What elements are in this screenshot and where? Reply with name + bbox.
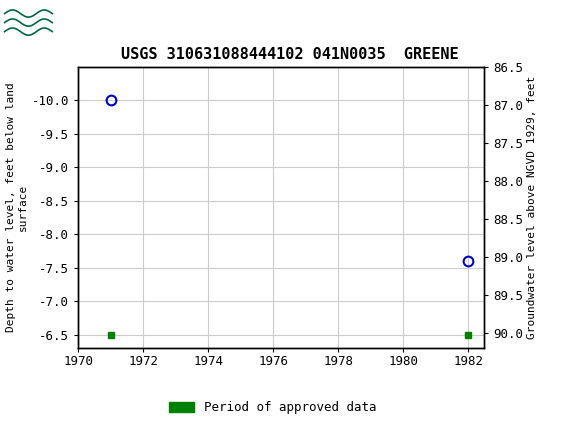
Text: USGS 310631088444102 041N0035  GREENE: USGS 310631088444102 041N0035 GREENE	[121, 47, 459, 62]
Legend: Period of approved data: Period of approved data	[164, 396, 382, 419]
Text: USGS: USGS	[67, 12, 117, 33]
Y-axis label: Depth to water level, feet below land
surface: Depth to water level, feet below land su…	[6, 83, 28, 332]
Bar	[3, 3, 58, 42]
Y-axis label: Groundwater level above NGVD 1929, feet: Groundwater level above NGVD 1929, feet	[527, 76, 538, 339]
